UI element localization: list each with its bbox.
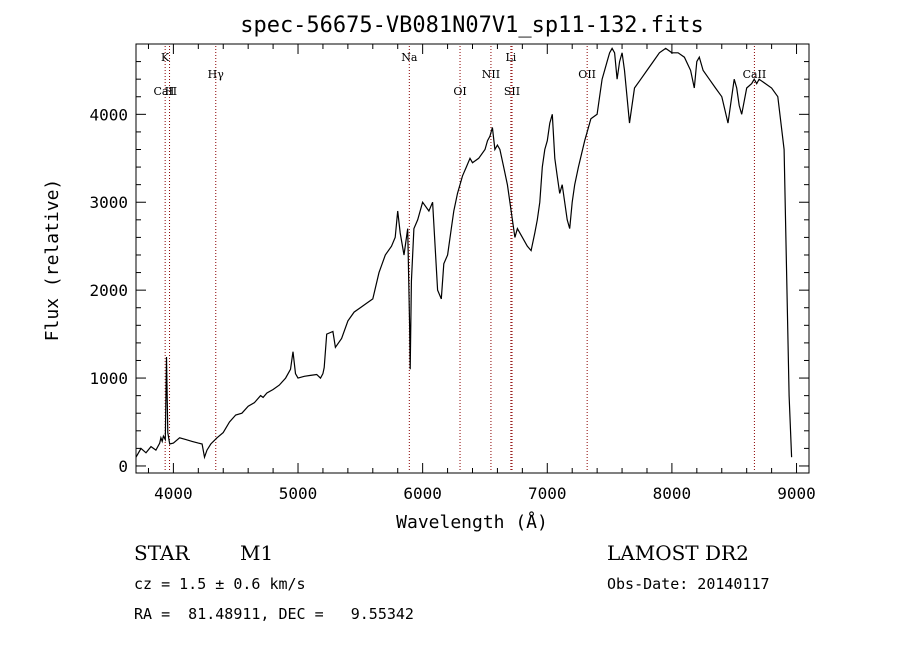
y-tick-label: 4000	[89, 105, 128, 124]
object-subclass: M1	[240, 541, 273, 565]
spectral-line-markers	[164, 46, 755, 471]
axis-ticks	[136, 44, 809, 473]
redshift-info: cz = 1.5 ± 0.6 km/s	[134, 575, 306, 593]
y-tick-label: 1000	[89, 369, 128, 388]
object-class: STAR	[134, 541, 190, 565]
x-tick-label: 8000	[653, 484, 692, 503]
spectral-line-label: NII	[482, 68, 500, 81]
x-axis-label: Wavelength (Å)	[396, 511, 548, 533]
spectral-line-label: OI	[453, 85, 466, 98]
tick-labels: 4000 5000 6000 7000 8000 9000 0 1000 2000 3000 400…	[89, 105, 815, 503]
y-axis-label: Flux (relative)	[42, 179, 63, 342]
obs-date: Obs-Date: 20140117	[607, 575, 770, 593]
survey-name: LAMOST DR2	[607, 541, 749, 565]
x-tick-label: 5000	[279, 484, 318, 503]
x-tick-label: 7000	[528, 484, 567, 503]
x-tick-label: 9000	[777, 484, 816, 503]
chart-title: spec-56675-VB081N07V1_sp11-132.fits	[240, 13, 704, 38]
x-tick-label: 4000	[154, 484, 193, 503]
spectral-line-label: H	[165, 85, 175, 98]
y-tick-label: 2000	[89, 281, 128, 300]
spectral-line-label: Hγ	[208, 68, 225, 81]
plot-frame	[135, 43, 810, 474]
spectrum-line	[135, 47, 793, 460]
spectral-line-label: Na	[401, 51, 418, 64]
spectral-line-label: OII	[578, 68, 596, 81]
spectral-line-label: CaII	[153, 85, 177, 98]
x-tick-label: 6000	[403, 484, 442, 503]
spectral-line-label: SII	[504, 85, 520, 98]
y-tick-label: 3000	[89, 193, 128, 212]
y-tick-label: 0	[118, 457, 128, 476]
spectral-line-labels: CaII K H Hγ Na OI NII Li SII OII CaII	[153, 51, 766, 98]
spectral-line-label: K	[161, 51, 170, 64]
spectral-line-label: CaII	[743, 68, 767, 81]
spectral-line-label: Li	[505, 51, 516, 64]
radec-info: RA = 81.48911, DEC = 9.55342	[134, 605, 414, 623]
